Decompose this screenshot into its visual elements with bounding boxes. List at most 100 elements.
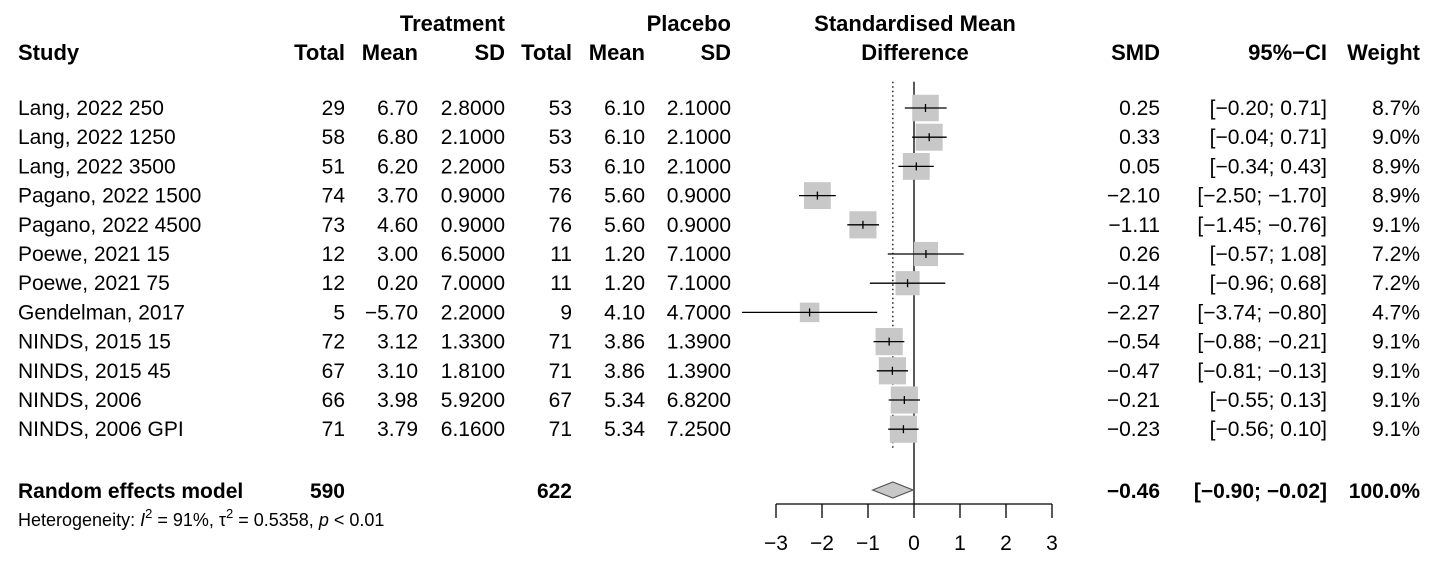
weight-value: 9.0%: [1372, 126, 1420, 149]
smd-value: −2.10: [1107, 185, 1160, 208]
header-total-p: Total: [521, 40, 572, 65]
ci-value: [−0.56; 0.10]: [1210, 418, 1327, 441]
placebo-total: 53: [549, 97, 572, 120]
header-weight: Weight: [1347, 40, 1421, 65]
placebo-mean: 6.10: [604, 97, 645, 120]
smd-value: −2.27: [1107, 301, 1160, 324]
ci-value: [−0.55; 0.13]: [1210, 389, 1327, 412]
study-label: Poewe, 2021 15: [18, 243, 170, 266]
weight-value: 9.1%: [1372, 389, 1420, 412]
ci-value: [−2.50; −1.70]: [1197, 185, 1327, 208]
smd-value: −0.54: [1107, 331, 1160, 354]
table-row: Lang, 2022 250 29 6.70 2.8000 53 6.10 2.1000 0.…: [18, 97, 1420, 120]
treatment-mean: 6.70: [377, 97, 418, 120]
weight-value: 9.1%: [1372, 214, 1420, 237]
placebo-mean: 4.10: [604, 301, 645, 324]
treatment-mean: 6.20: [377, 155, 418, 178]
treatment-total: 58: [322, 126, 345, 149]
header-sd-t: SD: [474, 40, 505, 65]
x-axis: −3 −2 −1 0 1 2 3: [764, 503, 1058, 555]
weight-value: 9.1%: [1372, 360, 1420, 383]
weight-value: 8.9%: [1372, 155, 1420, 178]
x-tick-label: −3: [764, 532, 788, 555]
placebo-sd: 7.2500: [667, 418, 731, 441]
treatment-mean: 3.10: [377, 360, 418, 383]
treatment-mean: −5.70: [365, 301, 418, 324]
placebo-total: 76: [549, 214, 572, 237]
ci-value: [−0.20; 0.71]: [1210, 97, 1327, 120]
treatment-sd: 6.5000: [441, 243, 505, 266]
placebo-mean: 5.60: [604, 185, 645, 208]
placebo-total: 76: [549, 185, 572, 208]
table-row: Gendelman, 2017 5 −5.70 2.2000 9 4.10 4.7000 −2…: [18, 301, 1420, 324]
treatment-mean: 0.20: [377, 272, 418, 295]
study-label: NINDS, 2006 GPI: [18, 418, 184, 441]
summary-ci: [−0.90; −0.02]: [1194, 480, 1327, 503]
placebo-mean: 5.34: [604, 389, 645, 412]
weight-value: 4.7%: [1372, 301, 1420, 324]
weight-value: 8.9%: [1372, 185, 1420, 208]
placebo-mean: 1.20: [604, 272, 645, 295]
study-label: Gendelman, 2017: [18, 301, 185, 324]
study-label: NINDS, 2006: [18, 389, 142, 412]
placebo-sd: 7.1000: [667, 272, 731, 295]
study-rows: Lang, 2022 250 29 6.70 2.8000 53 6.10 2.1000 0.…: [18, 97, 1420, 441]
plot-marks: [742, 81, 964, 504]
table-row: NINDS, 2006 66 3.98 5.9200 67 5.34 6.8200 −0.21…: [18, 389, 1420, 412]
treatment-mean: 3.12: [377, 331, 418, 354]
treatment-sd: 1.3300: [441, 331, 505, 354]
table-row: Lang, 2022 1250 58 6.80 2.1000 53 6.10 2.1000 0…: [18, 126, 1420, 149]
smd-value: −0.47: [1107, 360, 1160, 383]
header-smd: SMD: [1111, 40, 1160, 65]
summary-total-p: 622: [537, 480, 572, 503]
x-tick-label: −2: [810, 532, 834, 555]
treatment-total: 12: [322, 243, 345, 266]
treatment-total: 29: [322, 97, 345, 120]
treatment-sd: 2.2000: [441, 155, 505, 178]
x-tick-label: 2: [1000, 532, 1012, 555]
placebo-sd: 2.1000: [667, 97, 731, 120]
placebo-total: 53: [549, 126, 572, 149]
placebo-sd: 2.1000: [667, 155, 731, 178]
table-row: Pagano, 2022 1500 74 3.70 0.9000 76 5.60 0.900…: [18, 185, 1420, 208]
placebo-sd: 7.1000: [667, 243, 731, 266]
smd-value: −1.11: [1108, 214, 1160, 237]
header-total-t: Total: [294, 40, 345, 65]
treatment-sd: 6.1600: [441, 418, 505, 441]
study-label: Poewe, 2021 75: [18, 272, 170, 295]
treatment-total: 12: [322, 272, 345, 295]
placebo-total: 53: [549, 155, 572, 178]
placebo-total: 11: [550, 272, 572, 295]
treatment-total: 73: [322, 214, 345, 237]
smd-value: 0.25: [1119, 97, 1160, 120]
placebo-total: 71: [549, 360, 572, 383]
weight-value: 7.2%: [1372, 243, 1420, 266]
treatment-mean: 3.00: [377, 243, 418, 266]
table-row: NINDS, 2015 15 72 3.12 1.3300 71 3.86 1.3900 −0…: [18, 331, 1420, 354]
weight-value: 9.1%: [1372, 331, 1420, 354]
heterogeneity-text: Heterogeneity: I2 = 91%, τ2 = 0.5358, p …: [18, 506, 384, 530]
treatment-sd: 0.9000: [441, 214, 505, 237]
treatment-sd: 5.9200: [441, 389, 505, 412]
treatment-mean: 4.60: [377, 214, 418, 237]
ci-value: [−0.57; 1.08]: [1210, 243, 1327, 266]
placebo-total: 71: [549, 331, 572, 354]
smd-value: 0.26: [1119, 243, 1160, 266]
treatment-mean: 3.79: [377, 418, 418, 441]
header-ci: 95%−CI: [1248, 40, 1327, 65]
header-study: Study: [18, 40, 80, 65]
smd-value: 0.05: [1119, 155, 1160, 178]
smd-value: 0.33: [1119, 126, 1160, 149]
summary-total-t: 590: [310, 480, 345, 503]
treatment-mean: 3.70: [377, 185, 418, 208]
placebo-sd: 0.9000: [667, 185, 731, 208]
placebo-sd: 2.1000: [667, 126, 731, 149]
treatment-mean: 3.98: [377, 389, 418, 412]
x-tick-label: 1: [954, 532, 966, 555]
placebo-total: 9: [560, 301, 572, 324]
weight-value: 8.7%: [1372, 97, 1420, 120]
weight-value: 9.1%: [1372, 418, 1420, 441]
study-label: NINDS, 2015 45: [18, 360, 171, 383]
treatment-total: 74: [322, 185, 346, 208]
placebo-mean: 5.60: [604, 214, 645, 237]
